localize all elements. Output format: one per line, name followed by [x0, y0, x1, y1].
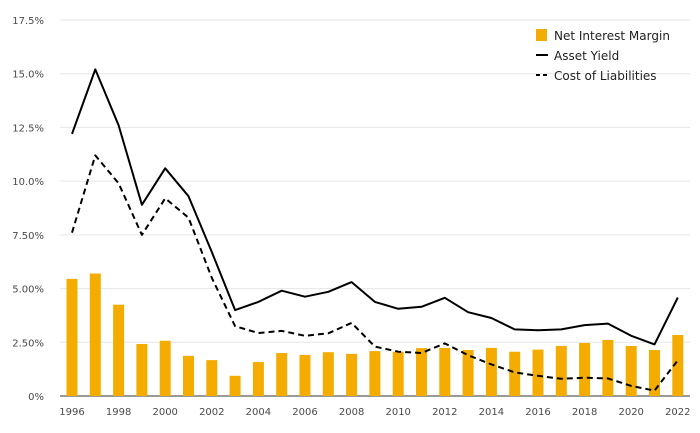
legend-swatch-net-interest-margin	[536, 29, 547, 41]
x-tick-label: 2008	[339, 407, 364, 418]
bar-series	[66, 273, 684, 396]
legend-label-net-interest-margin: Net Interest Margin	[554, 29, 670, 43]
bar-net-interest-margin	[555, 345, 567, 396]
bar-net-interest-margin	[183, 355, 194, 396]
y-axis-tick-labels: 0% 2.50% 5.00% 7.50% 10.0% 12.5% 15.0% 17.5%	[12, 16, 44, 403]
bar-net-interest-margin	[579, 342, 591, 396]
x-tick-label: 2018	[572, 407, 597, 418]
legend: Net Interest Margin Asset Yield Cost of …	[536, 29, 670, 83]
x-tick-label: 2000	[152, 407, 177, 418]
bar-net-interest-margin	[206, 360, 218, 396]
line-series	[71, 68, 679, 392]
legend-label-asset-yield: Asset Yield	[554, 49, 619, 63]
bar-net-interest-margin	[416, 348, 427, 396]
x-tick-label: 2010	[385, 407, 410, 418]
x-tick-label: 2002	[199, 407, 224, 418]
bar-net-interest-margin	[509, 351, 521, 396]
bar-net-interest-margin	[346, 353, 358, 396]
line-cost-of-liabilities	[71, 154, 679, 392]
x-tick-label: 2022	[665, 407, 690, 418]
y-tick-label: 12.5%	[12, 123, 44, 134]
bar-net-interest-margin	[136, 344, 148, 396]
x-tick-label: 2016	[525, 407, 550, 418]
bar-net-interest-margin	[276, 353, 288, 396]
bar-net-interest-margin	[462, 350, 474, 396]
legend-label-cost-of-liabilities: Cost of Liabilities	[554, 69, 657, 83]
x-tick-label: 2014	[479, 407, 504, 418]
x-tick-label: 2004	[246, 407, 271, 418]
bar-net-interest-margin	[252, 362, 264, 396]
bar-net-interest-margin	[602, 339, 614, 396]
y-tick-label: 2.50%	[12, 338, 44, 349]
bar-net-interest-margin	[322, 352, 334, 396]
bar-net-interest-margin	[89, 273, 101, 396]
bar-net-interest-margin	[625, 345, 637, 396]
x-axis-tick-labels: 1996 1998 2000 2002 2004 2006 2008 2010 2012 2014…	[59, 407, 690, 418]
bar-net-interest-margin	[229, 375, 241, 396]
y-tick-label: 15.0%	[12, 70, 44, 81]
bar-net-interest-margin	[159, 340, 171, 396]
y-tick-label: 0%	[28, 392, 44, 403]
bar-net-interest-margin	[392, 351, 404, 396]
bar-net-interest-margin	[532, 349, 544, 396]
x-tick-label: 2006	[292, 407, 317, 418]
bar-net-interest-margin	[66, 278, 78, 396]
y-tick-label: 17.5%	[12, 16, 44, 27]
x-tick-label: 1998	[106, 407, 131, 418]
x-tick-label: 2012	[432, 407, 457, 418]
y-tick-label: 5.00%	[12, 285, 44, 296]
x-tick-label: 1996	[59, 407, 84, 418]
bar-net-interest-margin	[485, 347, 497, 396]
bar-net-interest-margin	[672, 334, 684, 396]
y-tick-label: 10.0%	[12, 177, 44, 188]
y-tick-label: 7.50%	[12, 231, 44, 242]
bar-net-interest-margin	[649, 350, 660, 396]
gridlines	[60, 19, 690, 397]
bar-net-interest-margin	[369, 351, 381, 396]
bar-net-interest-margin	[113, 304, 125, 396]
bar-net-interest-margin	[299, 354, 311, 396]
bar-net-interest-margin	[439, 347, 451, 396]
x-tick-label: 2020	[618, 407, 643, 418]
line-asset-yield	[71, 68, 679, 346]
